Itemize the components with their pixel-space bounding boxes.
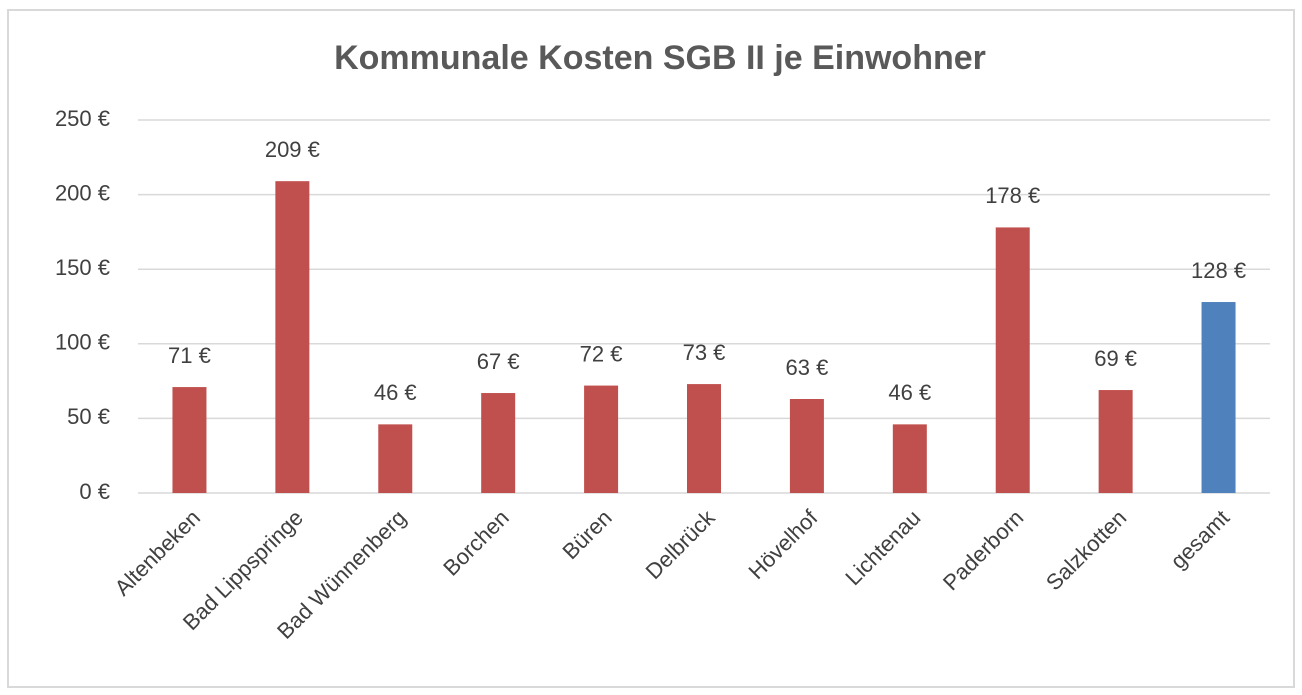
bar (789, 399, 824, 493)
bar (1098, 390, 1133, 493)
y-tick-label: 50 € (67, 404, 110, 429)
y-tick-label: 150 € (55, 255, 110, 280)
y-tick-label: 200 € (55, 180, 110, 205)
bar (1201, 302, 1236, 493)
bar (892, 424, 927, 493)
data-label: 73 € (683, 340, 726, 365)
data-label: 46 € (374, 380, 417, 405)
bar (995, 227, 1030, 493)
chart-title: Kommunale Kosten SGB II je Einwohner (334, 39, 986, 77)
data-label: 69 € (1094, 346, 1137, 371)
bar (481, 393, 516, 493)
data-label: 209 € (265, 137, 320, 162)
bar (172, 387, 207, 493)
data-label: 178 € (985, 183, 1040, 208)
bar (687, 384, 721, 493)
bar (275, 181, 310, 493)
data-label: 67 € (477, 349, 520, 374)
data-label: 72 € (580, 341, 623, 366)
data-label: 71 € (168, 343, 211, 368)
bar (584, 385, 619, 493)
chart-border (7, 9, 1295, 688)
data-label: 63 € (785, 355, 828, 380)
data-label: 128 € (1191, 258, 1246, 283)
y-tick-label: 100 € (55, 330, 110, 355)
data-label: 46 € (888, 380, 931, 405)
y-tick-label: 250 € (55, 106, 110, 131)
y-tick-label: 0 € (79, 479, 110, 504)
bar (378, 424, 413, 493)
